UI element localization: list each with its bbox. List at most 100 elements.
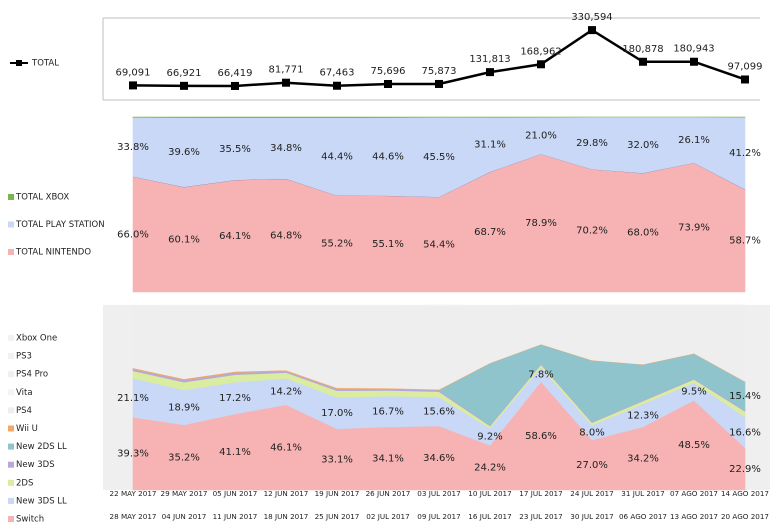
data-label: 64.1% xyxy=(219,231,251,242)
legend-label: PS4 xyxy=(16,406,32,416)
data-label: 60.1% xyxy=(168,234,200,245)
data-label: 39.3% xyxy=(117,449,149,460)
data-label: 55.1% xyxy=(372,239,404,250)
data-label: 58.7% xyxy=(729,236,761,247)
legend-swatch xyxy=(8,335,14,341)
line-marker xyxy=(435,79,443,88)
legend-swatch xyxy=(8,516,14,522)
data-label: 44.6% xyxy=(372,152,404,163)
line-marker xyxy=(231,81,239,90)
data-label: 180,878 xyxy=(622,44,663,55)
data-label: 41.1% xyxy=(219,447,251,458)
legend-label: PS4 Pro xyxy=(16,370,48,380)
data-label: 66,419 xyxy=(218,68,253,79)
data-label: 73.9% xyxy=(678,222,710,233)
x-tick-label: 23 JUL 2017 xyxy=(519,512,562,521)
legend-label: Xbox One xyxy=(16,334,57,344)
legend-swatch xyxy=(8,194,14,200)
data-label: 12.3% xyxy=(627,410,659,421)
data-label: 75,873 xyxy=(422,66,457,77)
data-label: 68.7% xyxy=(474,227,506,238)
data-label: 34.1% xyxy=(372,453,404,464)
line-marker xyxy=(690,57,698,66)
legend-swatch xyxy=(8,497,14,504)
legend-swatch xyxy=(8,353,14,360)
line-marker xyxy=(537,60,545,69)
x-tick-label: 18 JUN 2017 xyxy=(264,512,309,521)
data-label: 81,771 xyxy=(269,65,304,76)
data-label: 41.2% xyxy=(729,148,761,159)
legend-marker xyxy=(16,60,22,66)
x-tick-label: 11 JUN 2017 xyxy=(213,512,258,521)
data-label: 66.0% xyxy=(117,229,149,240)
x-tick-label: 22 MAY 2017 xyxy=(110,489,157,498)
legend-swatch xyxy=(8,461,14,468)
data-label: 55.2% xyxy=(321,239,353,250)
legend-label: New 3DS xyxy=(16,460,55,470)
data-label: 15.4% xyxy=(729,391,761,402)
data-label: 97,099 xyxy=(728,61,763,72)
data-label: 33.1% xyxy=(321,454,353,465)
data-label: 35.5% xyxy=(219,144,251,155)
data-label: 15.6% xyxy=(423,407,455,418)
line-marker xyxy=(588,26,596,35)
legend-swatch xyxy=(8,443,14,450)
x-tick-label: 07 AGO 2017 xyxy=(670,489,718,498)
data-label: 35.2% xyxy=(168,452,200,463)
data-label: 32.0% xyxy=(627,140,659,151)
area xyxy=(132,304,746,307)
data-label: 70.2% xyxy=(576,226,608,237)
line-marker xyxy=(384,79,392,88)
data-label: 18.9% xyxy=(168,402,200,413)
x-tick-label: 03 JUL 2017 xyxy=(417,489,460,498)
legend-label: 2DS xyxy=(16,478,33,488)
legend-swatch xyxy=(8,425,14,432)
data-label: 48.5% xyxy=(678,440,710,451)
data-label: 24.2% xyxy=(474,463,506,474)
data-label: 22.9% xyxy=(729,464,761,475)
data-label: 33.8% xyxy=(117,142,149,153)
data-label: 29.8% xyxy=(576,138,608,149)
x-tick-label: 09 JUL 2017 xyxy=(417,512,460,521)
x-tick-label: 14 AGO 2017 xyxy=(721,489,769,498)
data-label: 34.6% xyxy=(423,453,455,464)
data-label: 17.2% xyxy=(219,393,251,404)
x-tick-label: 19 JUN 2017 xyxy=(315,489,360,498)
x-tick-label: 12 JUN 2017 xyxy=(264,489,309,498)
data-label: 75,696 xyxy=(371,66,406,77)
data-label: 67,463 xyxy=(320,68,355,79)
data-label: 27.0% xyxy=(576,460,608,471)
data-label: 68.0% xyxy=(627,228,659,239)
line-marker xyxy=(486,68,494,77)
x-tick-label: 04 JUN 2017 xyxy=(162,512,207,521)
legend-label: New 3DS LL xyxy=(16,496,67,506)
legend-label: TOTAL PLAY STATION xyxy=(15,220,105,230)
data-label: 7.8% xyxy=(528,369,553,380)
x-tick-label: 10 JUL 2017 xyxy=(468,489,511,498)
line-marker xyxy=(282,78,290,87)
data-label: 16.6% xyxy=(729,427,761,438)
x-tick-label: 06 AGO 2017 xyxy=(619,512,667,521)
data-label: 45.5% xyxy=(423,152,455,163)
data-label: 17.0% xyxy=(321,408,353,419)
x-tick-label: 29 MAY 2017 xyxy=(161,489,208,498)
x-tick-label: 24 JUL 2017 xyxy=(570,489,613,498)
x-tick-label: 02 JUL 2017 xyxy=(366,512,409,521)
data-label: 44.4% xyxy=(321,152,353,163)
legend-label: Switch xyxy=(16,515,44,525)
legend-swatch xyxy=(8,479,14,486)
line-marker xyxy=(639,57,647,66)
data-label: 330,594 xyxy=(571,12,612,23)
data-label: 9.5% xyxy=(681,386,706,397)
data-label: 34.2% xyxy=(627,453,659,464)
data-label: 31.1% xyxy=(474,140,506,151)
data-label: 14.2% xyxy=(270,387,302,398)
data-label: 131,813 xyxy=(469,54,510,65)
data-label: 21.0% xyxy=(525,131,557,142)
x-tick-label: 30 JUL 2017 xyxy=(570,512,613,521)
line-marker xyxy=(180,81,188,90)
data-label: 8.0% xyxy=(579,428,604,439)
x-tick-label: 25 JUN 2017 xyxy=(315,512,360,521)
legend-swatch xyxy=(8,221,14,228)
